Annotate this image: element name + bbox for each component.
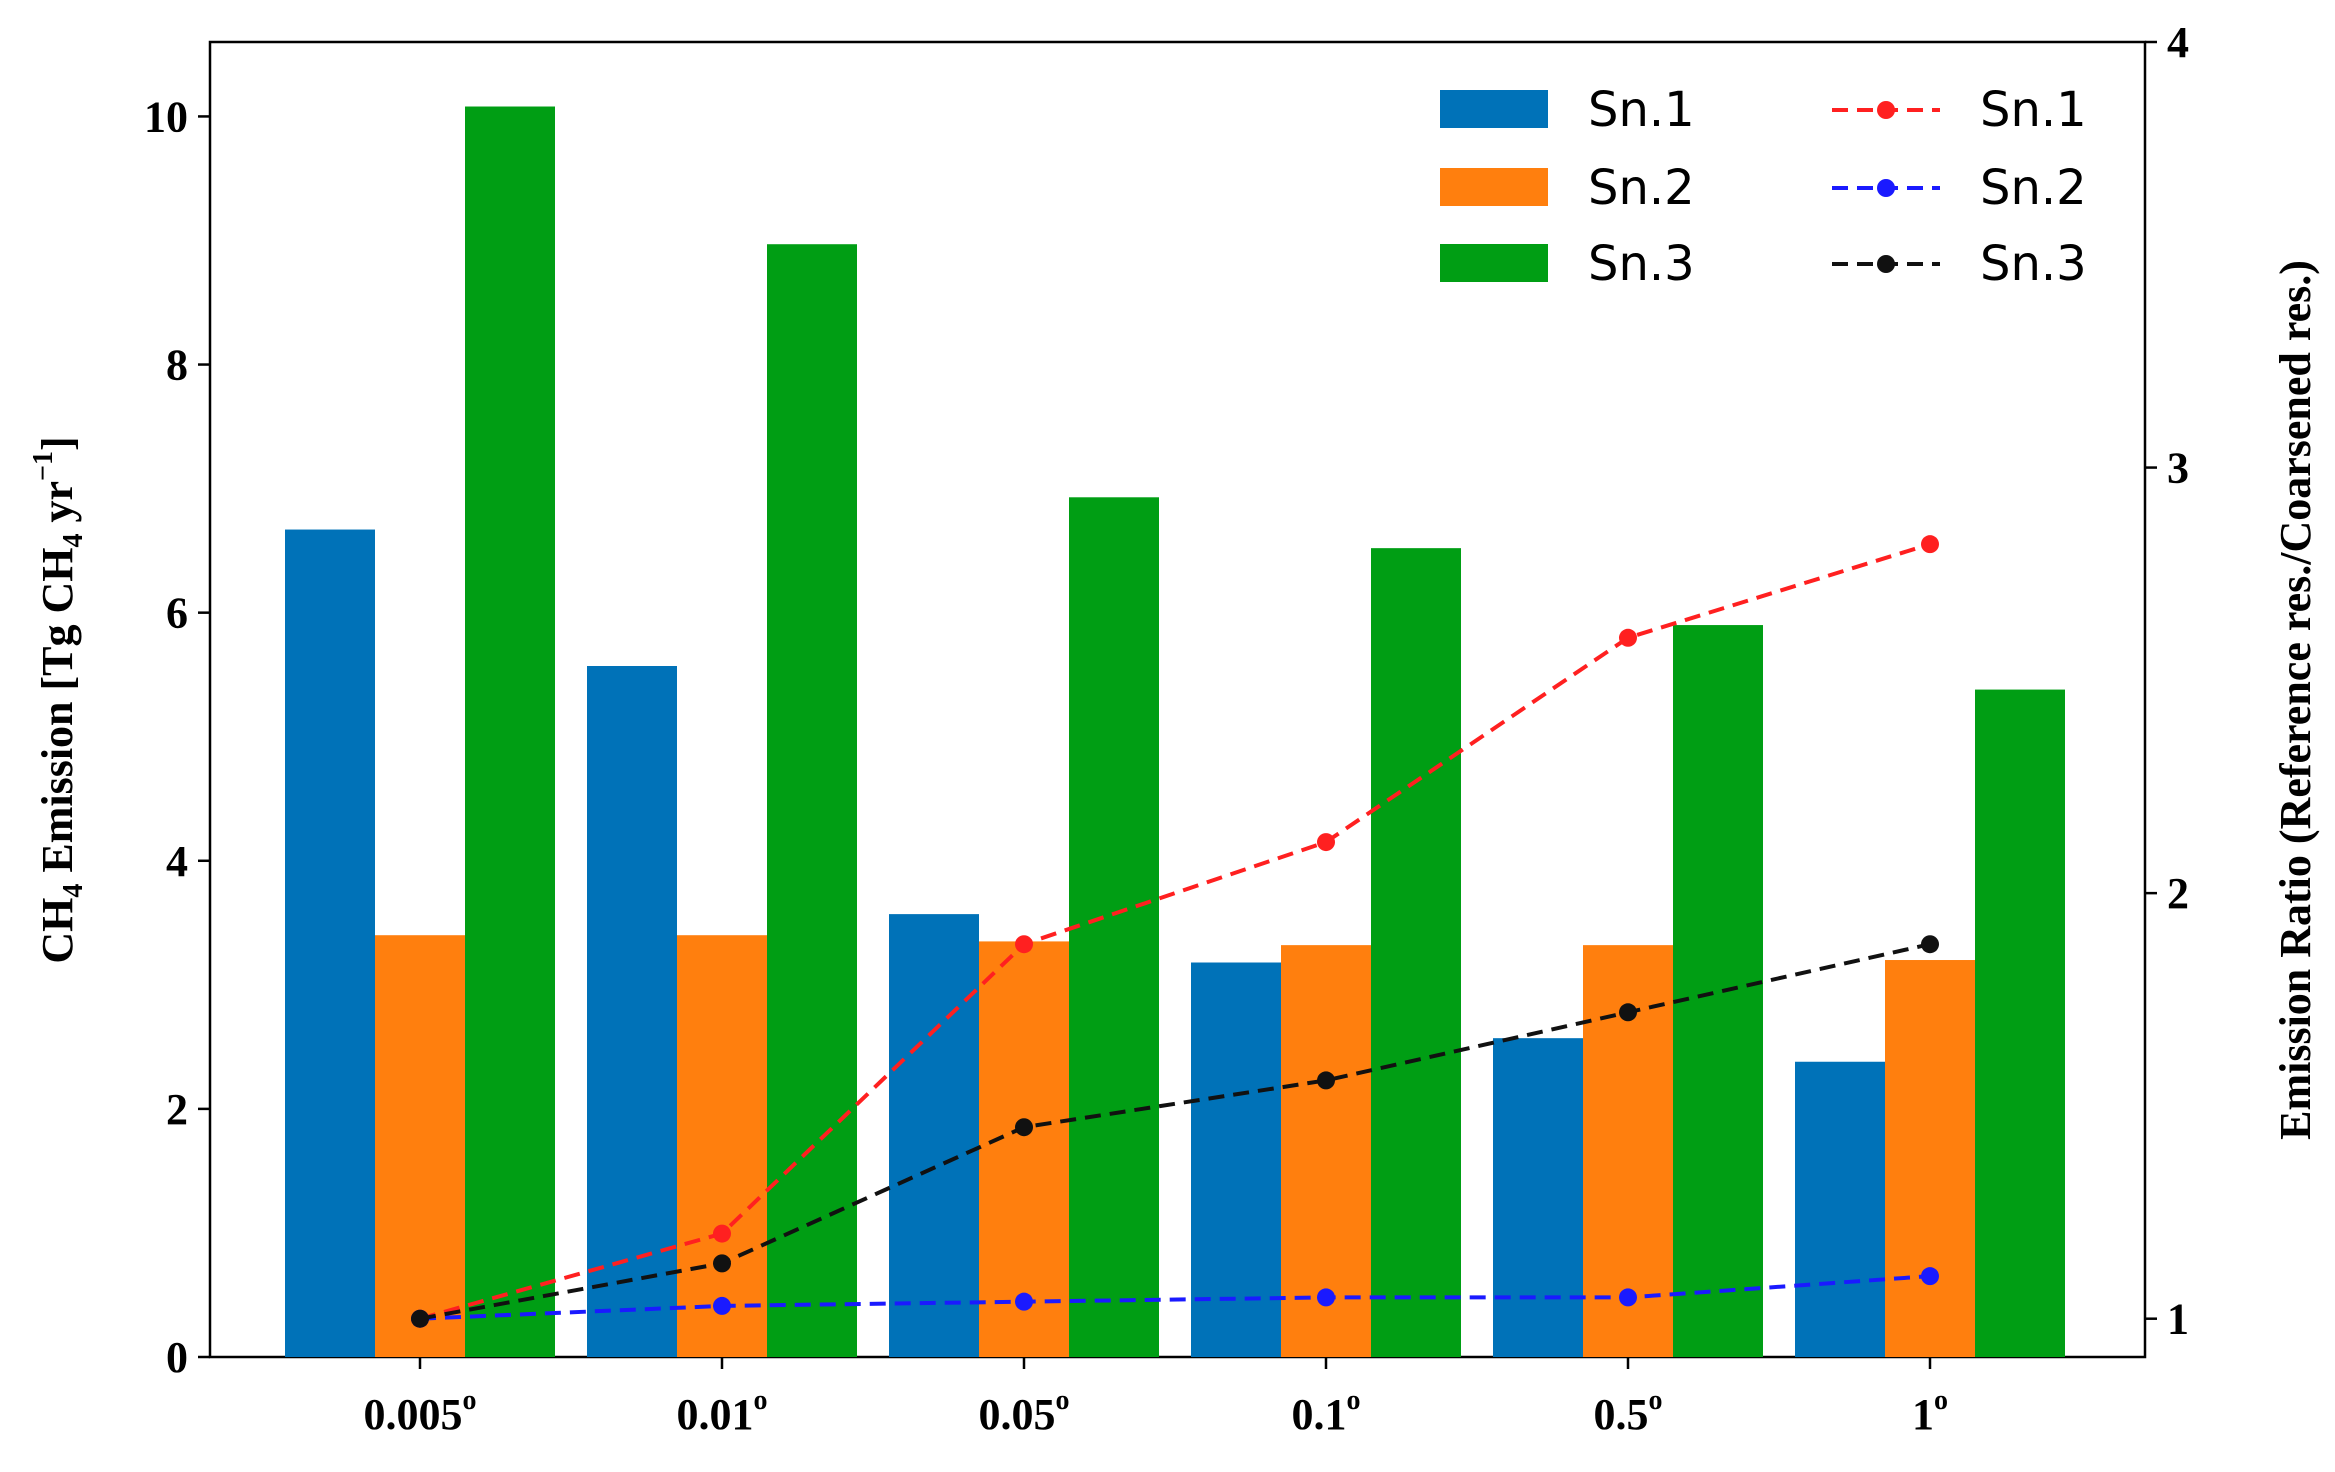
x-tick-label-3: 0.1o — [1292, 1385, 1361, 1439]
legend-line-marker-sn3 — [1877, 255, 1895, 273]
left-y-title-part-3: 4 — [58, 533, 89, 547]
bar-sn3-2 — [1069, 497, 1159, 1358]
lines — [411, 535, 1939, 1328]
legend-line-marker-sn1 — [1877, 101, 1895, 119]
ratio-point-sn1-3 — [1317, 833, 1335, 852]
left-y-tick-label-0: 0 — [166, 1333, 188, 1382]
legend-bar-swatch-sn1 — [1440, 90, 1548, 128]
left-y-title-part-4: yr — [33, 481, 82, 534]
right-y-tick-label-1: 2 — [2167, 869, 2189, 918]
legend-line-marker-sn2 — [1877, 179, 1895, 197]
bar-sn1-2 — [889, 914, 979, 1357]
bar-sn2-1 — [677, 935, 767, 1357]
left-y-tick-label-5: 10 — [144, 92, 188, 141]
legend-line-label-sn1: Sn.1 — [1980, 82, 2087, 138]
x-tick-label-5: 1o — [1912, 1385, 1948, 1439]
plot-frame — [208, 40, 2147, 1359]
legend-bar-swatch-sn2 — [1440, 168, 1548, 206]
ratio-point-sn2-1 — [713, 1296, 731, 1315]
bar-sn3-0 — [465, 106, 555, 1358]
x-tick-label-0: 0.005o — [364, 1385, 477, 1439]
ratio-point-sn3-2 — [1015, 1118, 1033, 1137]
plot-area — [208, 40, 2147, 1359]
ratio-point-sn1-4 — [1619, 628, 1637, 647]
right-y-tick-label-2: 3 — [2167, 444, 2189, 493]
bar-sn1-0 — [285, 529, 375, 1357]
left-y-title-part-5: −1 — [28, 451, 59, 481]
ratio-line-sn2 — [419, 1274, 1931, 1321]
left-y-tick-label-1: 2 — [166, 1085, 188, 1134]
ratio-point-sn3-4 — [1619, 1003, 1637, 1022]
left-y-tick-label-3: 6 — [166, 589, 188, 638]
x-tick-label-4: 0.5o — [1594, 1385, 1663, 1439]
ratio-line-sn3 — [419, 942, 1931, 1321]
right-y-axis-title: Emission Ratio (Reference res./Coarsened… — [2271, 260, 2320, 1140]
left-y-title-part-1: 4 — [58, 884, 89, 898]
ratio-point-sn3-5 — [1921, 935, 1939, 954]
ratio-point-sn2-3 — [1317, 1288, 1335, 1307]
ratio-point-sn1-1 — [713, 1224, 731, 1243]
bar-sn1-4 — [1493, 1038, 1583, 1357]
ratio-point-sn1-5 — [1921, 535, 1939, 554]
left-y-axis-title: CH4 Emission [Tg CH4 yr−1] — [28, 436, 89, 963]
right-y-tick-label-3: 4 — [2167, 18, 2189, 67]
legend-line-label-sn2: Sn.2 — [1980, 160, 2087, 216]
ratio-point-sn3-0 — [411, 1309, 429, 1328]
bar-sn2-3 — [1281, 945, 1371, 1357]
x-tick-label-1: 0.01o — [677, 1385, 768, 1439]
ratio-point-sn3-3 — [1317, 1071, 1335, 1090]
bar-sn3-5 — [1975, 689, 2065, 1357]
x-axis: 0.005o 0.01o 0.05o 0.1o 0.5o 1o — [364, 1357, 1948, 1439]
left-y-title-part-2: Emission [Tg CH — [33, 547, 82, 883]
left-y-tick-label-4: 8 — [166, 341, 188, 390]
ratio-line-sn1 — [419, 542, 1931, 1321]
right-y-axis: 1 2 3 4 — [2145, 18, 2189, 1344]
bar-sn2-5 — [1885, 960, 1975, 1357]
bar-sn2-2 — [979, 941, 1069, 1357]
left-y-tick-label-2: 4 — [166, 837, 188, 886]
bar-sn3-4 — [1673, 625, 1763, 1357]
ratio-point-sn2-4 — [1619, 1288, 1637, 1307]
left-y-title-part-6: ] — [33, 436, 82, 451]
left-y-title-part-0: CH — [33, 898, 82, 964]
legend-line-label-sn3: Sn.3 — [1980, 236, 2087, 292]
legend-bar-label-sn1: Sn.1 — [1588, 82, 1695, 138]
bars — [285, 106, 2065, 1358]
x-tick-label-2: 0.05o — [979, 1385, 1070, 1439]
legend-bar-swatch-sn3 — [1440, 244, 1548, 282]
ratio-point-sn2-5 — [1921, 1267, 1939, 1286]
bar-sn2-0 — [375, 935, 465, 1357]
left-y-axis: 0 2 4 6 8 10 — [144, 92, 210, 1382]
legend: Sn.1 Sn.2 Sn.3 Sn.1 Sn.2 Sn.3 — [1440, 82, 2087, 292]
bar-sn1-1 — [587, 666, 677, 1357]
legend-bar-label-sn2: Sn.2 — [1588, 160, 1695, 216]
bar-sn1-5 — [1795, 1061, 1885, 1357]
bar-sn3-3 — [1371, 548, 1461, 1357]
bar-sn3-1 — [767, 244, 857, 1357]
bar-sn1-3 — [1191, 962, 1281, 1357]
legend-bar-label-sn3: Sn.3 — [1588, 236, 1695, 292]
ratio-point-sn1-2 — [1015, 935, 1033, 954]
right-y-tick-label-0: 1 — [2167, 1295, 2189, 1344]
ratio-point-sn2-2 — [1015, 1292, 1033, 1311]
ratio-point-sn3-1 — [713, 1254, 731, 1273]
